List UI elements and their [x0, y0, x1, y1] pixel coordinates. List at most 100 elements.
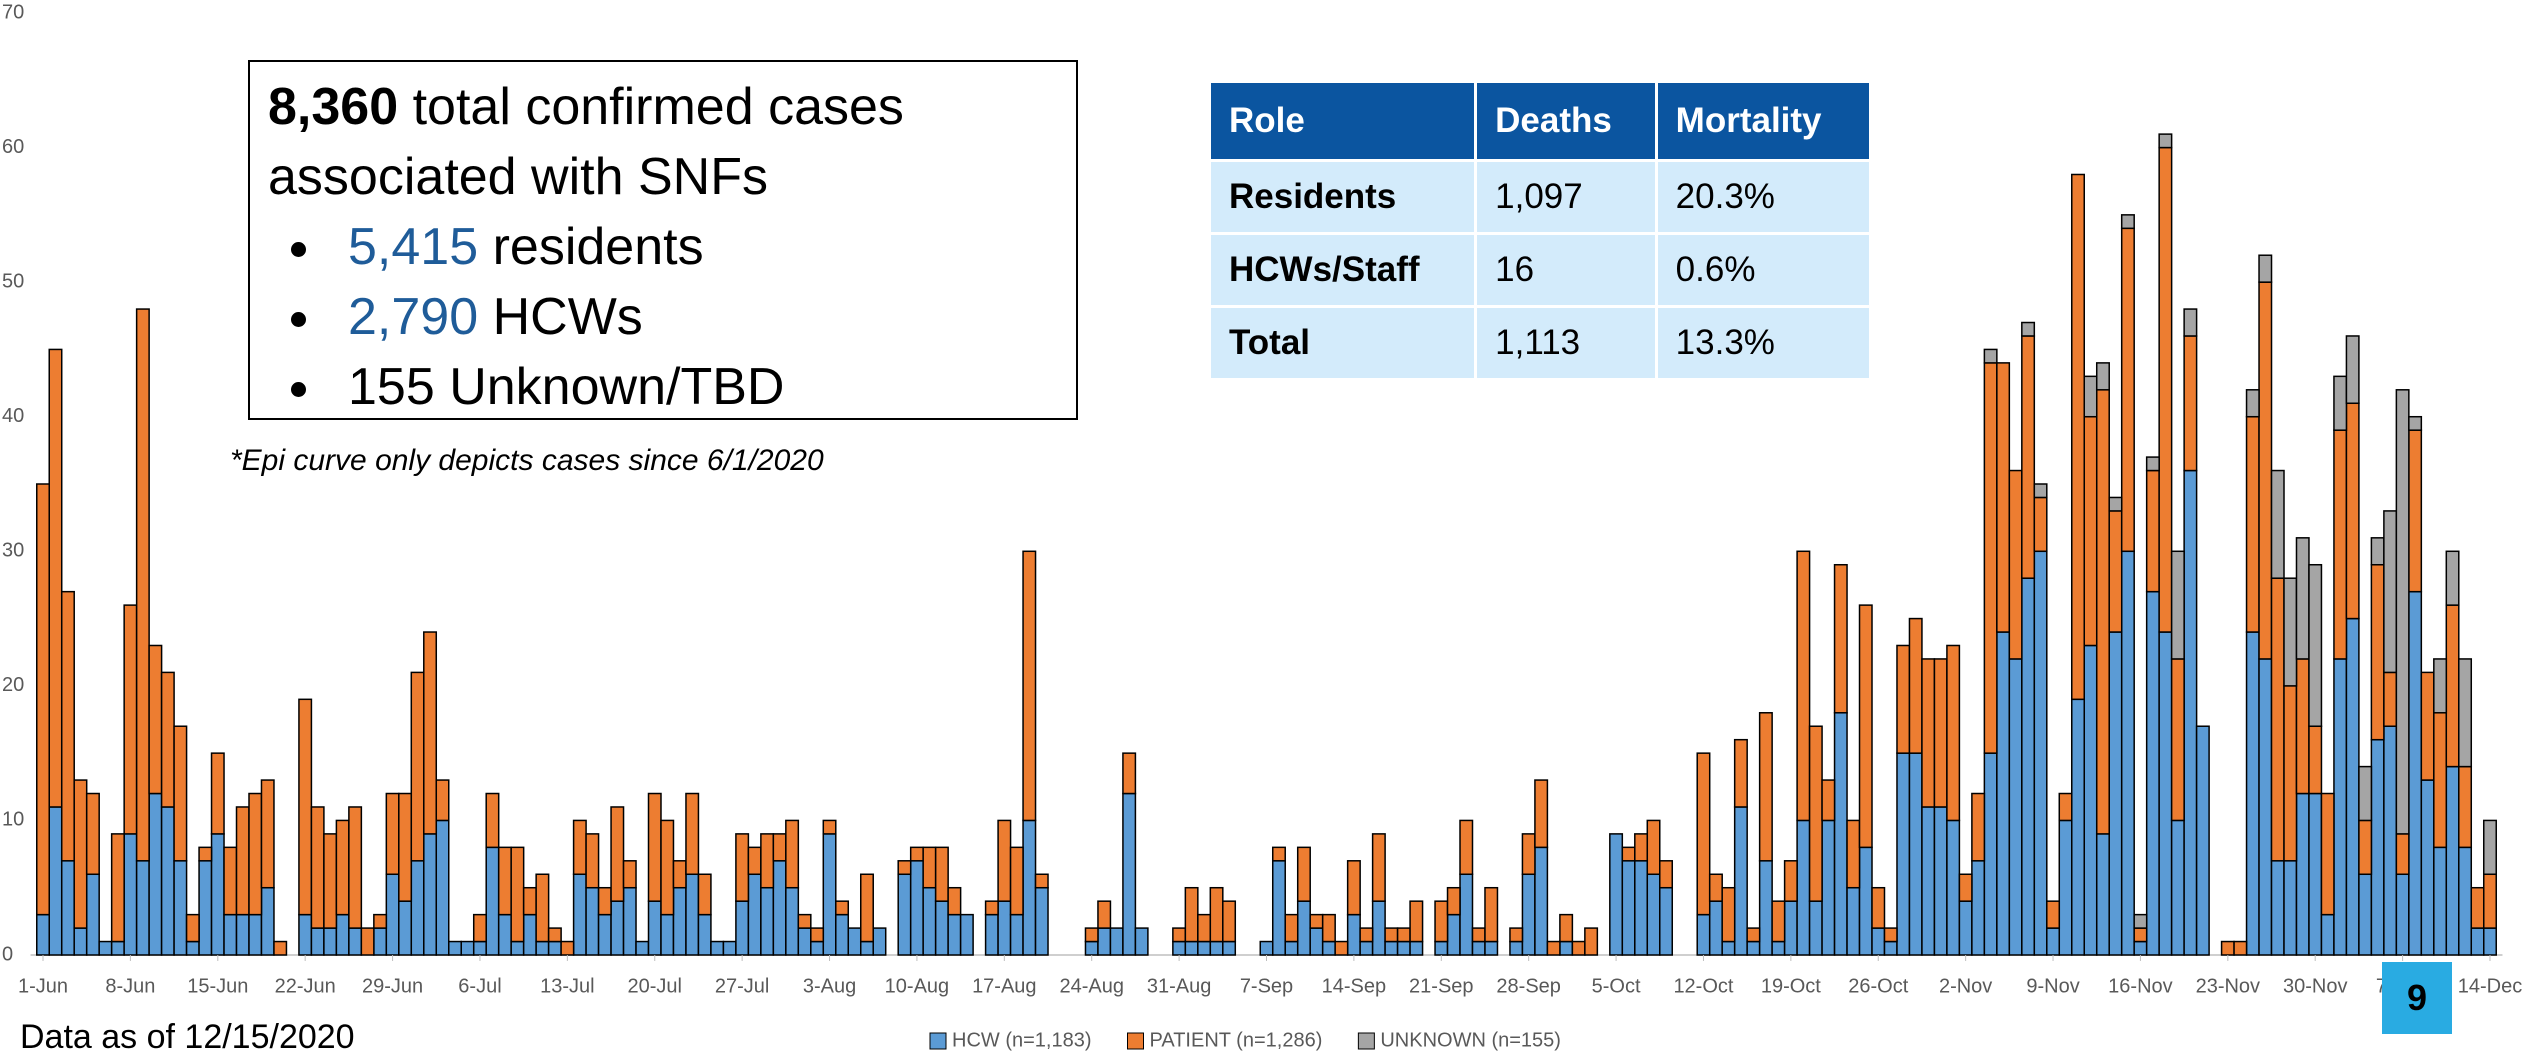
bar-segment [2108, 631, 2123, 956]
bar-segment [298, 913, 313, 956]
bar-segment [2433, 658, 2448, 714]
bar-segment [2008, 469, 2023, 660]
x-tick-label: 3-Aug [803, 975, 856, 997]
bar-segment [148, 644, 163, 795]
bar-segment [1446, 886, 1461, 916]
bar-segment [697, 873, 712, 916]
total-number: 8,360 [268, 78, 399, 136]
bar-segment [859, 940, 874, 956]
bar-segment [2345, 335, 2360, 405]
bar-segment [135, 860, 150, 956]
legend-swatch [1357, 1032, 1375, 1050]
bar-segment [909, 860, 924, 956]
y-tick-label: 50 [2, 270, 24, 292]
bar-segment [1621, 846, 1636, 862]
bar-segment [747, 873, 762, 956]
bullet-number: 5,415 [348, 218, 479, 276]
bar-segment [2145, 590, 2160, 956]
bar-segment [1197, 940, 1212, 956]
bar-segment [2283, 685, 2298, 862]
bar-segment [85, 792, 100, 876]
bar-segment [1746, 940, 1761, 956]
bar-segment [2320, 792, 2335, 916]
bar-segment [2458, 846, 2473, 956]
bar-segment [1271, 846, 1286, 862]
bar-segment [1733, 738, 1748, 808]
bar-segment [772, 833, 787, 862]
bar-segment [1659, 886, 1674, 956]
bar-segment [1996, 631, 2011, 956]
bar-segment [148, 792, 163, 956]
bar-segment [2120, 214, 2135, 230]
bar-segment [2445, 550, 2460, 606]
bar-segment [610, 806, 625, 902]
bar-segment [185, 940, 200, 956]
bar-segment [660, 913, 675, 956]
x-tick-label: 20-Jul [628, 975, 682, 997]
bar-segment [373, 927, 388, 956]
bar-segment [1958, 900, 1973, 956]
bar-segment [1521, 873, 1536, 956]
bar-segment [1209, 886, 1224, 943]
bar-segment [2021, 321, 2036, 337]
bar-segment [1396, 927, 1411, 943]
bar-segment [1721, 940, 1736, 956]
row: Total 1,113 13.3% [1207, 305, 1873, 381]
bar-segment [597, 913, 612, 956]
x-tick-label: 17-Aug [972, 975, 1037, 997]
bar-segment [672, 860, 687, 889]
bar-segment [635, 940, 650, 956]
bar-segment [1546, 940, 1561, 956]
bar-segment [60, 860, 75, 956]
bar-segment [1484, 940, 1499, 956]
bar-segment [335, 819, 350, 916]
x-tick-label: 26-Oct [1848, 975, 1908, 997]
bar-segment [2345, 617, 2360, 956]
bar-segment [110, 940, 125, 956]
bar-segment [485, 846, 500, 956]
bar-segment [2170, 550, 2185, 660]
bar-segment [1172, 940, 1187, 956]
x-tick-label: 7-Sep [1240, 975, 1293, 997]
bar-segment [173, 725, 188, 862]
bar-segment [1321, 940, 1336, 956]
bar-segment [2120, 550, 2135, 956]
bar-segment [1958, 873, 1973, 902]
bar-segment [410, 671, 425, 862]
bar-segment [1509, 927, 1524, 943]
bar-segment [785, 886, 800, 956]
bar-segment [2370, 537, 2385, 566]
y-tick-label: 0 [2, 943, 13, 965]
bullet-number: 2,790 [348, 288, 479, 346]
bar-segment [1296, 846, 1311, 902]
bar-segment [1009, 913, 1024, 956]
bar-segment [2158, 133, 2173, 149]
bar-segment [2071, 698, 2085, 956]
bar-segment [1796, 550, 1811, 822]
x-tick-label: 16-Nov [2108, 975, 2172, 997]
bar-segment [522, 886, 537, 916]
bar-segment [1696, 752, 1711, 916]
bar-segment [398, 900, 413, 956]
bar-segment [622, 886, 637, 956]
bar-segment [1796, 819, 1811, 956]
bar-segment [547, 927, 562, 943]
bar-segment [1771, 900, 1786, 943]
bar-segment [2258, 281, 2273, 660]
bar-segment [535, 940, 550, 956]
bar-segment [1758, 860, 1773, 956]
bar-segment [497, 846, 512, 916]
bar-segment [173, 860, 188, 956]
bar-segment [1084, 927, 1099, 943]
cell: Total [1207, 305, 1478, 381]
bar-segment [1034, 873, 1049, 889]
bar-segment [2445, 604, 2460, 768]
bar-segment [1983, 752, 1998, 956]
bar-segment [2408, 590, 2423, 956]
x-tick-label: 14-Sep [1322, 975, 1387, 997]
bar-segment [1534, 846, 1549, 956]
bar-segment [2383, 725, 2398, 956]
bar-segment [760, 886, 775, 956]
bar-segment [110, 833, 125, 943]
